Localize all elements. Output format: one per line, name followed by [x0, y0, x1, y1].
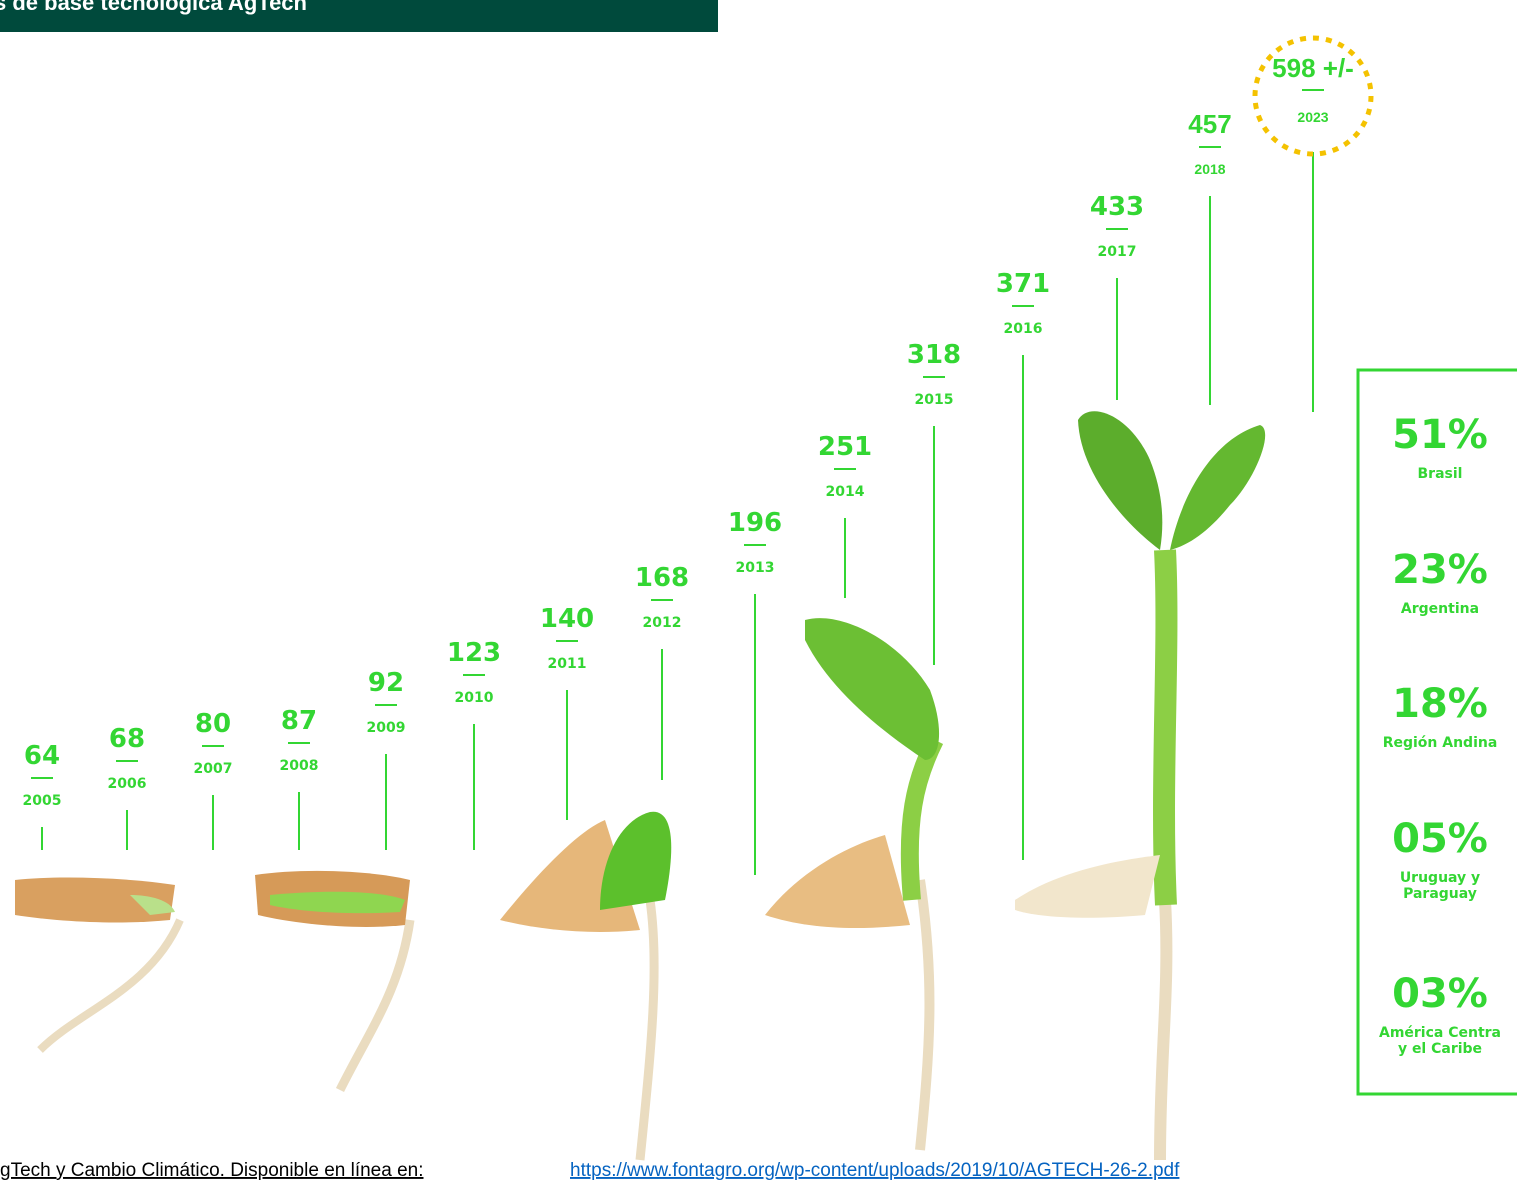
count-label: 68 — [109, 724, 145, 754]
year-label: 2015 — [915, 392, 954, 408]
count-label: 92 — [368, 668, 404, 698]
share-percent: 51% — [1392, 412, 1488, 458]
year-label: 2010 — [455, 690, 494, 706]
share-region: Paraguay — [1403, 886, 1477, 902]
year-label: 2008 — [280, 758, 319, 774]
share-region: Brasil — [1418, 466, 1463, 482]
count-label: 371 — [996, 269, 1050, 299]
count-label: 123 — [447, 638, 501, 668]
header-title: s de base tecnológica AgTech — [0, 0, 307, 15]
projection-year: 2023 — [1297, 109, 1328, 125]
count-label: 87 — [281, 706, 317, 736]
year-label: 2006 — [108, 776, 147, 792]
projection-circle — [1252, 35, 1374, 157]
year-label: 2011 — [548, 656, 587, 672]
count-label: 80 — [195, 709, 231, 739]
footer-text: gTech y Cambio Climático. Disponible en … — [0, 1160, 424, 1181]
share-region: América Centra — [1379, 1025, 1501, 1041]
count-label: 433 — [1090, 192, 1144, 222]
count-label: 140 — [540, 604, 594, 634]
share-percent: 05% — [1392, 816, 1488, 862]
year-label: 2017 — [1098, 244, 1137, 260]
count-label: 318 — [907, 340, 961, 370]
shares: 51% Brasil 23% Argentina 18% Región Andina 05%… — [1379, 412, 1501, 1057]
year-label: 2014 — [826, 484, 865, 500]
count-label: 251 — [818, 432, 872, 462]
count-label: 168 — [635, 563, 689, 593]
footer-link[interactable]: https://www.fontagro.org/wp-content/uplo… — [570, 1160, 1180, 1181]
share-percent: 18% — [1392, 681, 1488, 727]
share-percent: 03% — [1392, 971, 1488, 1017]
share-region: Región Andina — [1383, 735, 1498, 751]
year-label: 2007 — [194, 761, 233, 777]
year-label: 2013 — [736, 560, 775, 576]
share-region: Argentina — [1401, 601, 1479, 617]
year-label: 2009 — [367, 720, 406, 736]
count-label: 457 — [1188, 109, 1231, 139]
year-label: 2018 — [1194, 161, 1225, 177]
share-region: Uruguay y — [1400, 870, 1480, 886]
timeline: 64 2005 68 2006 80 2007 87 2008 92 2009 123 2010 140… — [23, 53, 1354, 875]
year-label: 2016 — [1004, 321, 1043, 337]
count-label: 196 — [728, 508, 782, 538]
share-box — [1356, 368, 1517, 1096]
year-label: 2012 — [643, 615, 682, 631]
share-percent: 23% — [1392, 547, 1488, 593]
count-label: 64 — [24, 741, 60, 771]
header-bar — [0, 0, 718, 32]
year-label: 2005 — [23, 793, 62, 809]
projection-value: 598 +/- — [1272, 53, 1354, 83]
share-region: y el Caribe — [1398, 1041, 1482, 1057]
plants — [15, 411, 1266, 1161]
